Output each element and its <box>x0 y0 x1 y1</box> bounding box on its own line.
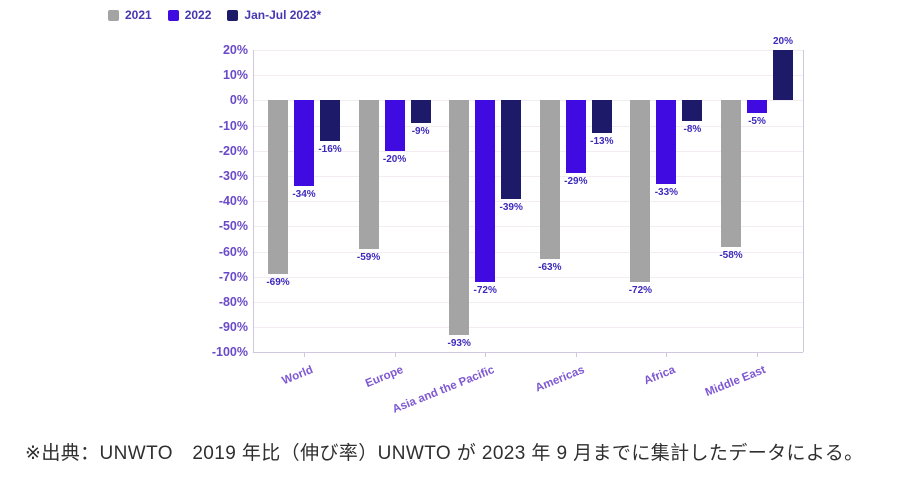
y-axis-tick-label: -70% <box>218 269 248 284</box>
gridline <box>253 276 803 278</box>
bar-2021-middle-east <box>721 100 741 247</box>
bar-value-label: -63% <box>538 262 562 274</box>
bar-jan-jul-2023-asia-and-the-pacific <box>501 100 522 199</box>
bar-value-label: -72% <box>473 284 497 296</box>
y-axis-tick-label: -90% <box>218 320 248 335</box>
x-axis-category-label: Europe <box>363 364 406 391</box>
bar-value-label: -8% <box>683 123 702 135</box>
bar-value-label: -59% <box>356 252 381 264</box>
bar-2022-world <box>294 100 314 187</box>
y-axis-tick-label: -100% <box>211 345 248 360</box>
y-axis-tick-label: -20% <box>218 143 248 158</box>
bar-2022-americas <box>565 100 586 174</box>
bar-2021-world <box>268 100 288 275</box>
y-axis-tick-label: -10% <box>218 118 248 133</box>
x-axis-line <box>253 352 803 354</box>
gridline <box>253 50 803 51</box>
y-axis-tick-label: -30% <box>218 169 248 183</box>
bar-value-label: -33% <box>654 186 679 198</box>
bar-value-label: -9% <box>411 126 430 138</box>
legend-item-2021: 2021 <box>108 8 152 22</box>
source-footnote: ※出典：UNWTO 2019 年比（伸び率）UNWTO が 2023 年 9 月… <box>25 443 864 464</box>
x-axis-category-label: Asia and the Pacific <box>390 364 496 417</box>
bar-jan-jul-2023-africa <box>682 100 703 121</box>
x-axis-category-label: Americas <box>533 364 587 395</box>
plot-right-border <box>803 50 804 353</box>
bar-value-label: 20% <box>772 36 794 47</box>
legend-swatch-jan-jul-2023 <box>227 9 239 21</box>
gridline <box>253 100 803 102</box>
bar-value-label: -39% <box>499 201 523 213</box>
y-axis-tick-label: -40% <box>218 194 248 209</box>
bar-jan-jul-2023-europe <box>410 100 431 124</box>
legend-item-2022: 2022 <box>167 8 212 22</box>
gridline <box>253 327 803 329</box>
x-axis-tick <box>394 352 396 358</box>
x-axis-category-label: Africa <box>642 364 677 388</box>
gridline <box>253 201 803 203</box>
gridline <box>253 150 803 152</box>
bar-2022-europe <box>384 100 405 151</box>
x-axis-tick <box>575 352 577 358</box>
y-axis-line <box>253 50 254 353</box>
bar-value-label: -16% <box>318 143 342 155</box>
gridline <box>253 75 803 77</box>
x-axis-tick <box>757 352 758 358</box>
bar-2022-asia-and-the-pacific <box>475 100 496 282</box>
y-axis-tick-label: -50% <box>218 219 248 234</box>
bar-value-label: -58% <box>719 249 743 261</box>
bar-value-label: -69% <box>266 277 290 289</box>
bar-2021-americas <box>539 100 560 260</box>
gridline <box>253 302 803 303</box>
gridline <box>253 125 803 127</box>
x-axis-tick <box>666 352 668 358</box>
bar-value-label: -13% <box>590 136 614 148</box>
y-axis-tick-label: -80% <box>218 295 248 309</box>
gridline <box>253 226 803 228</box>
legend-item-jan-jul-2023: Jan-Jul 2023* <box>227 8 321 22</box>
legend-label: 2021 <box>125 8 152 22</box>
bar-value-label: -72% <box>628 284 653 296</box>
bar-2021-europe <box>358 100 379 250</box>
bar-jan-jul-2023-world <box>320 100 340 141</box>
bar-2021-asia-and-the-pacific <box>449 100 470 335</box>
gridline <box>253 176 803 177</box>
legend-swatch-2021 <box>108 9 119 21</box>
bar-value-label: -5% <box>748 116 766 127</box>
bar-value-label: -34% <box>292 189 316 201</box>
x-axis-tick <box>304 352 305 358</box>
chart-legend: 2021 2022 Jan-Jul 2023* <box>108 8 321 22</box>
bar-2022-middle-east <box>747 100 767 113</box>
y-axis-tick-label: 20% <box>222 43 248 57</box>
bar-2022-africa <box>656 100 677 184</box>
y-axis-tick-label: 0% <box>229 93 248 108</box>
x-axis-tick <box>485 352 487 358</box>
x-axis-category-label: Middle East <box>703 364 768 400</box>
bar-value-label: -93% <box>447 337 471 349</box>
x-axis-category-label: World <box>279 364 315 388</box>
legend-swatch-2022 <box>167 9 179 21</box>
bar-value-label: -20% <box>382 153 407 165</box>
bar-jan-jul-2023-americas <box>591 100 612 134</box>
y-axis-tick-label: -60% <box>218 244 248 259</box>
bar-2021-africa <box>630 100 651 282</box>
legend-label: 2022 <box>184 8 212 22</box>
y-axis-tick-label: 10% <box>222 68 248 83</box>
legend-label: Jan-Jul 2023* <box>244 8 322 22</box>
bar-jan-jul-2023-middle-east <box>773 50 793 101</box>
gridline <box>253 251 803 253</box>
bar-value-label: -29% <box>564 176 588 188</box>
